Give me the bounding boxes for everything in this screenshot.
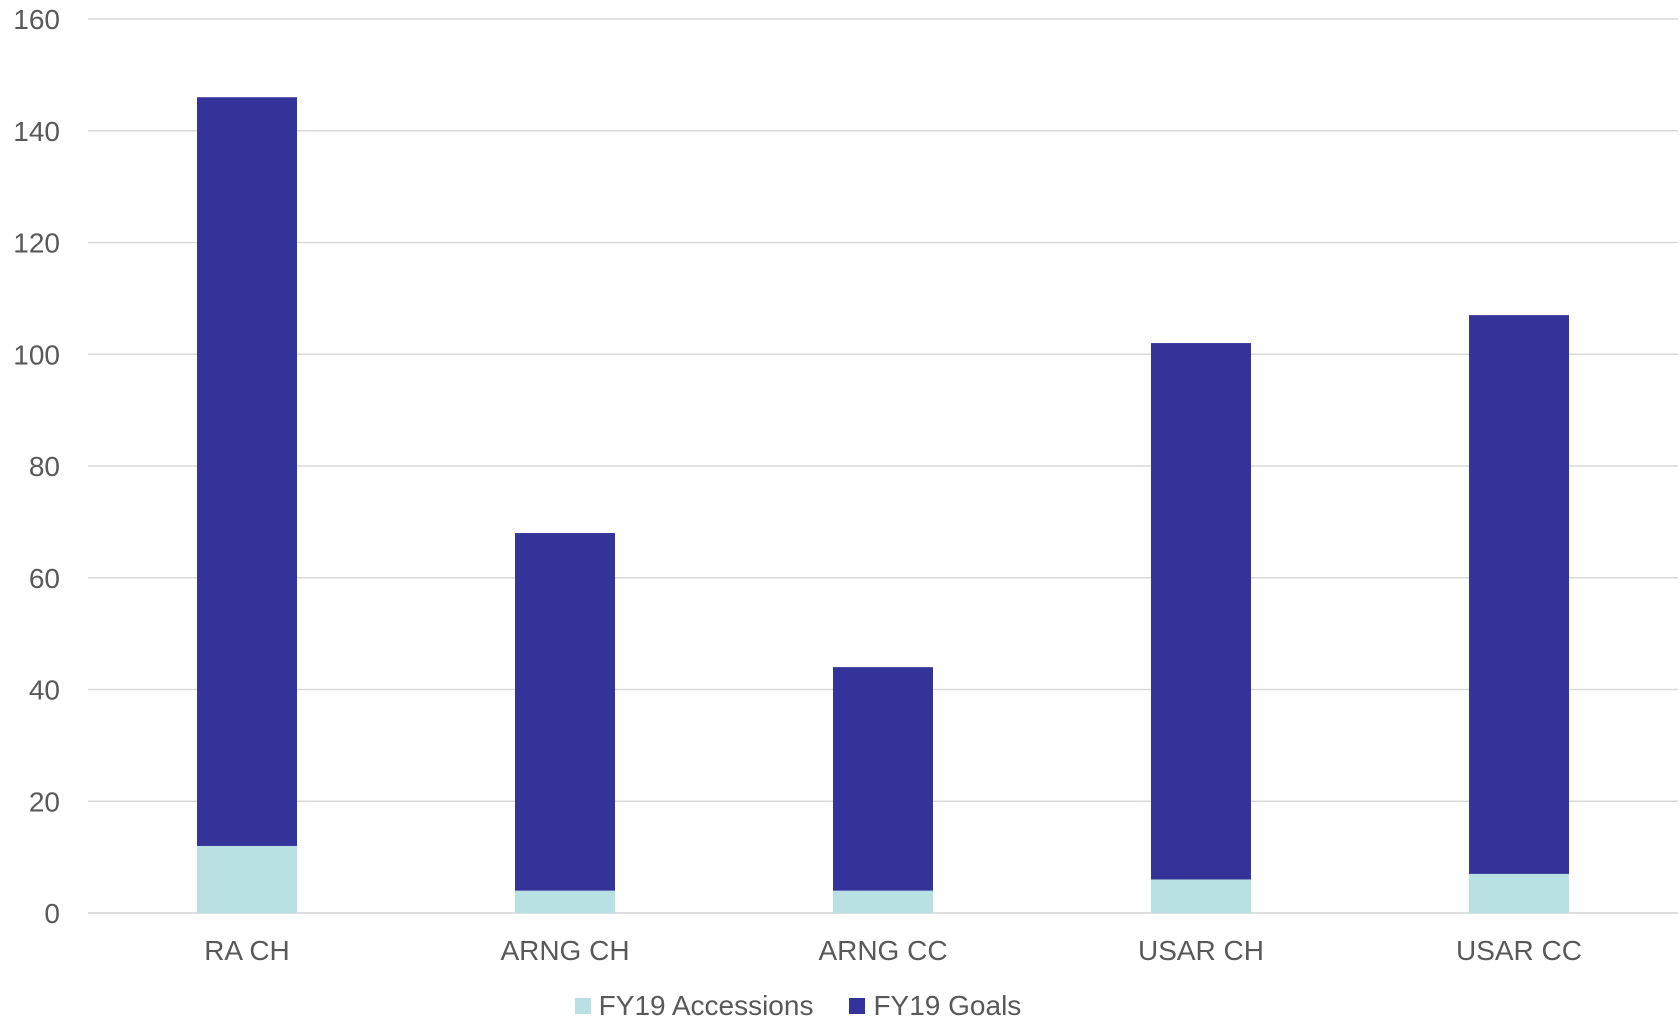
bar-goals-ra-ch xyxy=(197,97,297,846)
y-tick-label: 100 xyxy=(13,339,60,370)
y-tick-label: 40 xyxy=(29,675,60,706)
legend-item-accessions: FY19 Accessions xyxy=(574,990,814,1022)
bar-goals-arng-cc xyxy=(833,667,933,891)
bar-accessions-usar-ch xyxy=(1151,879,1251,913)
gridlines xyxy=(88,18,1678,914)
legend-swatch-goals xyxy=(849,998,866,1014)
y-tick-label: 80 xyxy=(29,451,60,482)
y-tick-label: 0 xyxy=(44,898,60,929)
x-category-label: RA CH xyxy=(204,935,290,966)
y-tick-label: 60 xyxy=(29,563,60,594)
legend-swatch-accessions xyxy=(574,998,591,1014)
x-axis-categories: RA CH ARNG CH ARNG CC USAR CH USAR CC xyxy=(204,935,1582,966)
bar-accessions-arng-ch xyxy=(515,890,615,913)
y-tick-label: 120 xyxy=(13,228,60,259)
x-category-label: USAR CH xyxy=(1138,935,1264,966)
legend-label-goals: FY19 Goals xyxy=(873,990,1022,1021)
y-tick-label: 20 xyxy=(29,786,60,817)
bar-goals-arng-ch xyxy=(515,533,615,891)
y-axis-ticks: 0 20 40 60 80 100 120 140 160 xyxy=(13,4,60,929)
y-tick-label: 160 xyxy=(13,4,60,35)
bar-accessions-usar-cc xyxy=(1469,873,1569,913)
bar-goals-usar-ch xyxy=(1151,343,1251,880)
legend: FY19 Accessions FY19 Goals xyxy=(0,990,1596,1022)
y-tick-label: 140 xyxy=(13,116,60,147)
bar-accessions-arng-cc xyxy=(833,890,933,913)
x-category-label: USAR CC xyxy=(1456,935,1582,966)
x-category-label: ARNG CH xyxy=(500,935,629,966)
bar-accessions-ra-ch xyxy=(197,845,297,913)
x-category-label: ARNG CC xyxy=(818,935,947,966)
bar-goals-usar-cc xyxy=(1469,315,1569,874)
legend-item-goals: FY19 Goals xyxy=(849,990,1021,1022)
bars xyxy=(197,97,1569,913)
legend-label-accessions: FY19 Accessions xyxy=(598,990,814,1021)
